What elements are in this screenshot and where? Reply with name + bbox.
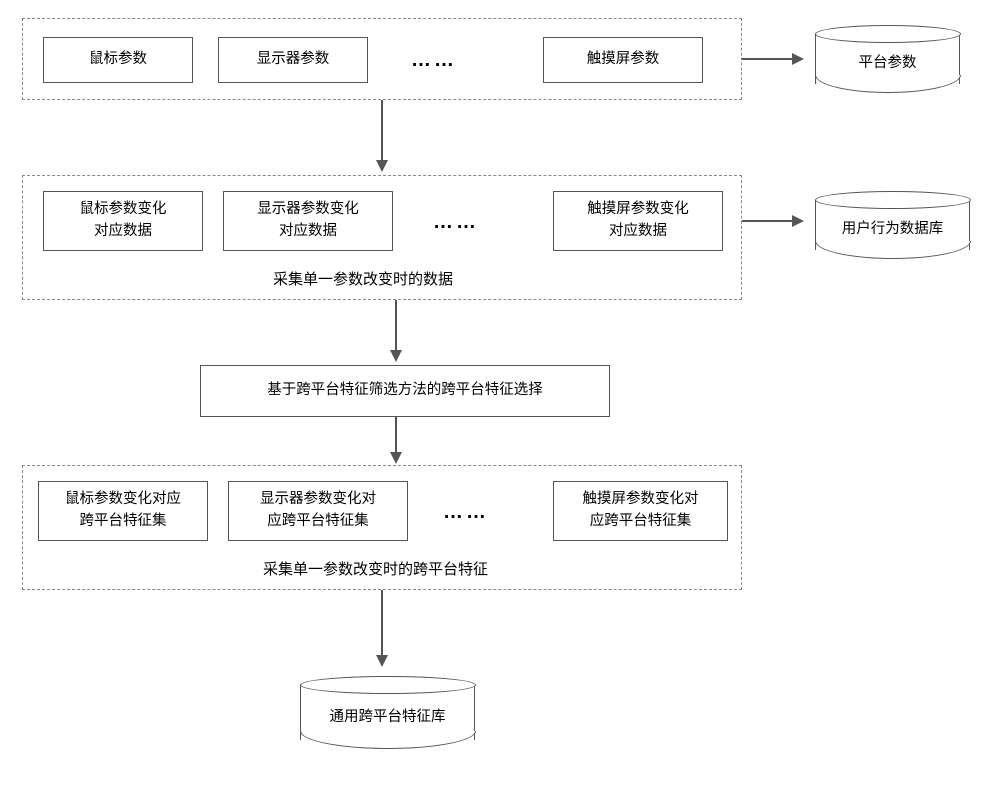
row2-caption: 采集单一参数改变时的数据 <box>273 268 453 289</box>
box-label: 显示器参数 <box>257 49 330 71</box>
cylinder-universal-feature-lib: 通用跨平台特征库 <box>300 685 475 740</box>
box-mouse-data: 鼠标参数变化 对应数据 <box>43 191 203 251</box>
arrow-head <box>390 350 402 362</box>
ellipsis: …… <box>433 211 479 234</box>
arrow-head <box>792 215 804 227</box>
box-label: 基于跨平台特征筛选方法的跨平台特征选择 <box>267 380 543 402</box>
box-touch-data: 触摸屏参数变化 对应数据 <box>553 191 723 251</box>
cylinder-user-behavior-db: 用户行为数据库 <box>815 200 970 250</box>
cylinder-platform-params: 平台参数 <box>815 34 960 84</box>
row3-container: 鼠标参数变化对应 跨平台特征集 显示器参数变化对 应跨平台特征集 …… 触摸屏参… <box>22 465 742 590</box>
box-display-params: 显示器参数 <box>218 37 368 83</box>
box-touch-featureset: 触摸屏参数变化对 应跨平台特征集 <box>553 481 728 541</box>
arrow-middle-to-row3 <box>395 417 397 452</box>
cylinder-label: 通用跨平台特征库 <box>330 700 446 726</box>
box-mouse-params: 鼠标参数 <box>43 37 193 83</box>
box-label: 触摸屏参数 <box>587 49 660 71</box>
arrow-to-cylinder1 <box>742 58 792 60</box>
cylinder-label: 平台参数 <box>859 46 917 72</box>
middle-feature-selection-box: 基于跨平台特征筛选方法的跨平台特征选择 <box>200 365 610 417</box>
row2-container: 鼠标参数变化 对应数据 显示器参数变化 对应数据 …… 触摸屏参数变化 对应数据… <box>22 175 742 300</box>
box-mouse-featureset: 鼠标参数变化对应 跨平台特征集 <box>38 481 208 541</box>
arrow-head <box>376 655 388 667</box>
arrow-row1-to-row2 <box>381 100 383 160</box>
arrow-head <box>792 53 804 65</box>
box-display-data: 显示器参数变化 对应数据 <box>223 191 393 251</box>
ellipsis: …… <box>411 49 457 72</box>
box-label: 显示器参数变化 对应数据 <box>257 199 359 243</box>
box-display-featureset: 显示器参数变化对 应跨平台特征集 <box>228 481 408 541</box>
box-label: 鼠标参数 <box>89 49 147 71</box>
row3-caption: 采集单一参数改变时的跨平台特征 <box>263 558 488 579</box>
arrow-row2-to-middle <box>395 300 397 350</box>
arrow-row3-to-final <box>381 590 383 655</box>
box-label: 显示器参数变化对 应跨平台特征集 <box>260 489 376 533</box>
row1-container: 鼠标参数 显示器参数 …… 触摸屏参数 <box>22 18 742 100</box>
cylinder-label: 用户行为数据库 <box>842 212 944 238</box>
ellipsis: …… <box>443 501 489 524</box>
arrow-head <box>390 452 402 464</box>
arrow-to-cylinder2 <box>742 220 792 222</box>
box-label: 触摸屏参数变化 对应数据 <box>587 199 689 243</box>
box-touch-params: 触摸屏参数 <box>543 37 703 83</box>
box-label: 鼠标参数变化 对应数据 <box>80 199 167 243</box>
box-label: 触摸屏参数变化对 应跨平台特征集 <box>583 489 699 533</box>
box-label: 鼠标参数变化对应 跨平台特征集 <box>65 489 181 533</box>
arrow-head <box>376 160 388 172</box>
